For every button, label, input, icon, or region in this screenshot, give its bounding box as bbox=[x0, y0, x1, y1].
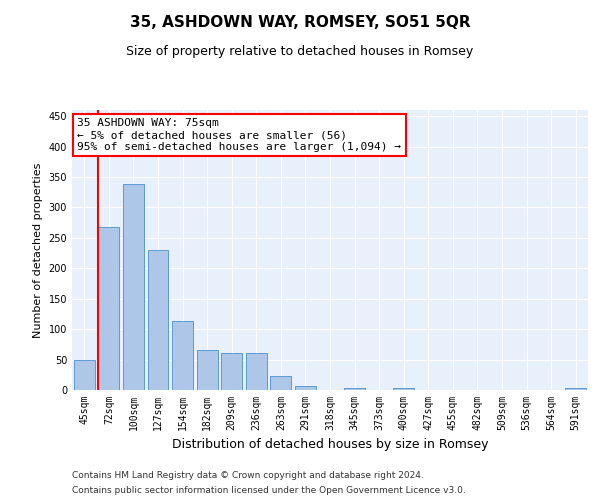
Bar bbox=[344, 388, 365, 390]
Text: 35 ASHDOWN WAY: 75sqm
← 5% of detached houses are smaller (56)
95% of semi-detac: 35 ASHDOWN WAY: 75sqm ← 5% of detached h… bbox=[77, 118, 401, 152]
Text: Size of property relative to detached houses in Romsey: Size of property relative to detached ho… bbox=[127, 45, 473, 58]
Bar bbox=[148, 250, 169, 390]
Bar bbox=[221, 353, 242, 390]
Text: Contains public sector information licensed under the Open Government Licence v3: Contains public sector information licen… bbox=[72, 486, 466, 495]
Bar bbox=[123, 184, 144, 390]
X-axis label: Distribution of detached houses by size in Romsey: Distribution of detached houses by size … bbox=[172, 438, 488, 452]
Text: Contains HM Land Registry data © Crown copyright and database right 2024.: Contains HM Land Registry data © Crown c… bbox=[72, 471, 424, 480]
Bar bbox=[246, 353, 267, 390]
Text: 35, ASHDOWN WAY, ROMSEY, SO51 5QR: 35, ASHDOWN WAY, ROMSEY, SO51 5QR bbox=[130, 15, 470, 30]
Bar bbox=[295, 386, 316, 390]
Y-axis label: Number of detached properties: Number of detached properties bbox=[33, 162, 43, 338]
Bar bbox=[172, 320, 193, 390]
Bar bbox=[393, 388, 414, 390]
Bar bbox=[98, 228, 119, 390]
Bar bbox=[271, 376, 292, 390]
Bar bbox=[74, 360, 95, 390]
Bar bbox=[197, 350, 218, 390]
Bar bbox=[565, 388, 586, 390]
